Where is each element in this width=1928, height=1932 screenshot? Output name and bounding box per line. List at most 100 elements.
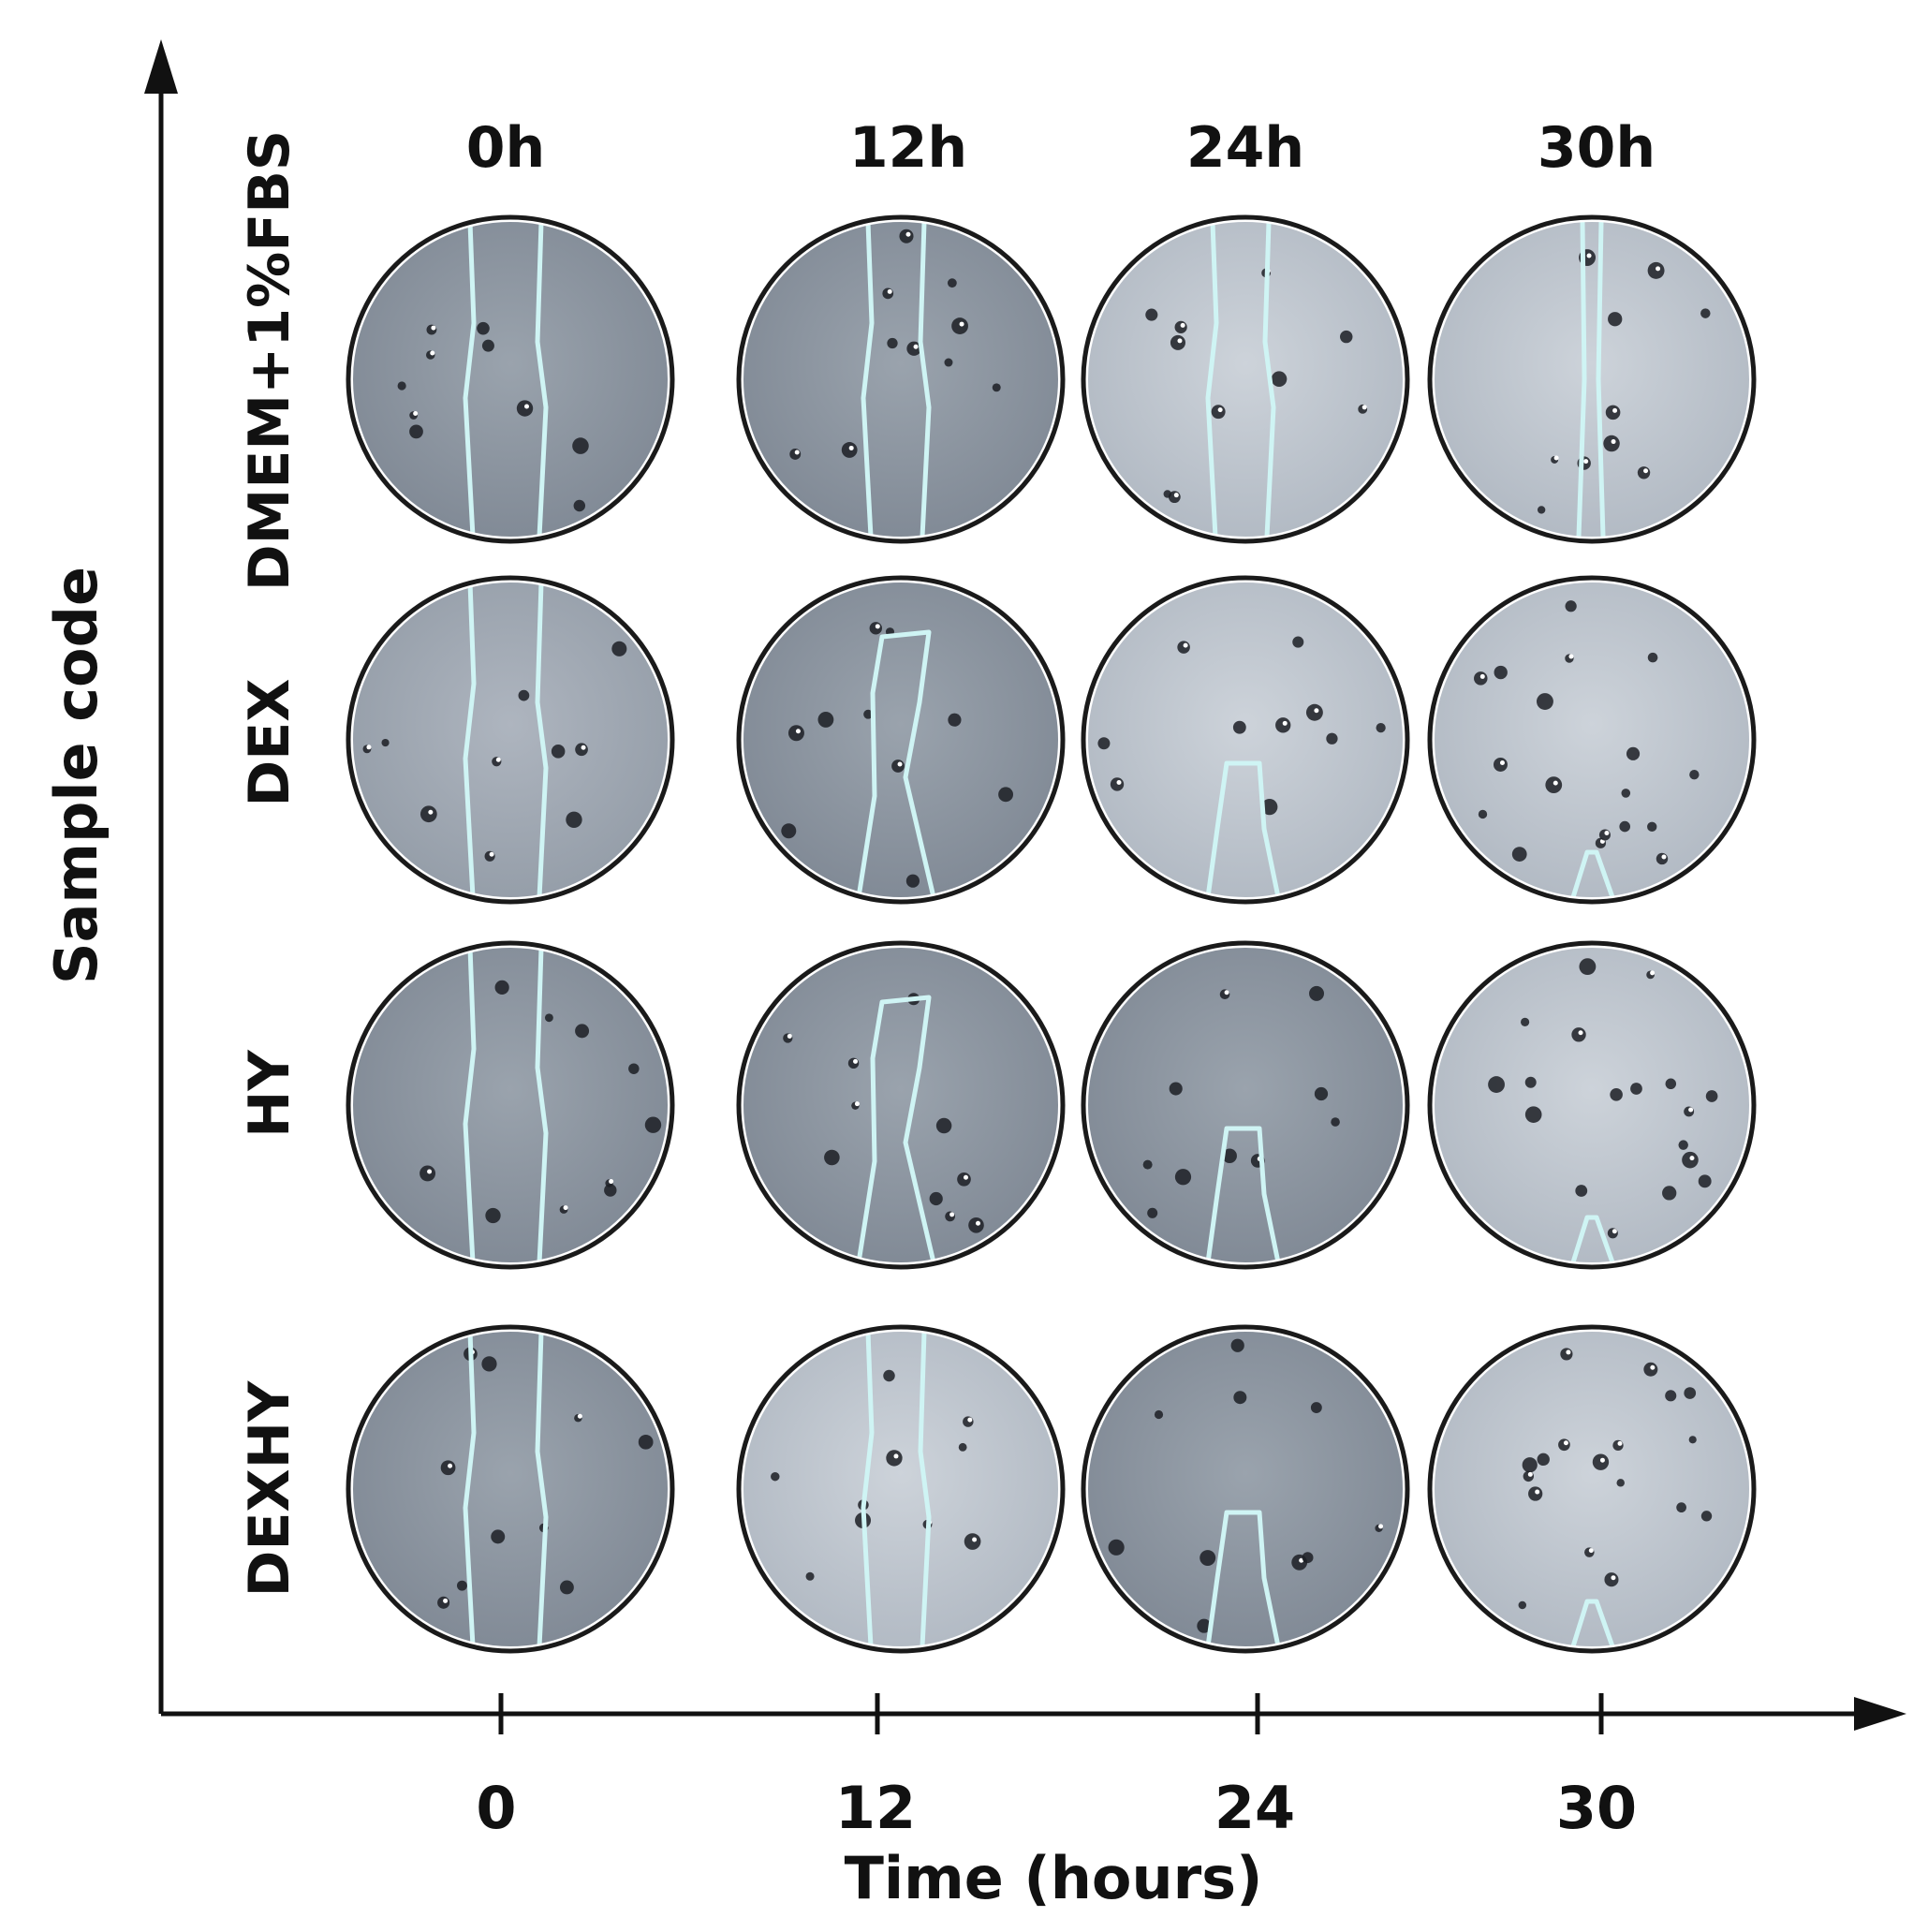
cell-dot <box>1608 312 1623 327</box>
cell-highlight <box>794 450 800 455</box>
cell-highlight <box>1566 1349 1571 1355</box>
well-dexhy-24h <box>1081 1324 1410 1654</box>
cell-highlight <box>1688 1107 1694 1113</box>
wound-outline <box>463 582 549 898</box>
cell-dot <box>1603 435 1620 452</box>
cell-dot <box>381 738 390 747</box>
cell-debris <box>1097 636 1386 816</box>
cell-highlight <box>430 350 435 356</box>
cell-highlight <box>1612 1229 1617 1234</box>
cell-dot <box>611 641 627 656</box>
well-border <box>1427 575 1757 905</box>
well-inner-ring <box>1084 218 1406 540</box>
wound-outline <box>1570 849 1615 898</box>
well-dex-30h <box>1427 575 1757 905</box>
cell-dot <box>1688 1436 1697 1444</box>
wound-outline <box>1570 1215 1615 1263</box>
cell-dot <box>1142 1159 1153 1170</box>
cell-highlight <box>1173 493 1179 498</box>
well-border <box>736 214 1066 544</box>
column-label-30h: 30h <box>1537 115 1656 181</box>
cell-dot <box>1612 1439 1624 1451</box>
cell-dot <box>1621 789 1631 798</box>
well-background <box>1086 1330 1405 1648</box>
cell-dot <box>1610 1088 1623 1101</box>
cell-dot <box>1643 1362 1658 1377</box>
cell-dot <box>998 787 1013 803</box>
cell-dot <box>1518 1600 1527 1610</box>
well-border <box>736 940 1066 1270</box>
cell-dot <box>1705 1090 1718 1102</box>
well-dex-24h <box>1081 575 1410 905</box>
cell-dot <box>397 381 406 391</box>
cell-dot <box>1656 852 1669 865</box>
cell-dot <box>1571 1027 1586 1042</box>
cell-dot <box>1222 1148 1237 1164</box>
cell-highlight <box>443 1598 449 1603</box>
cell-dot <box>575 743 588 757</box>
cell-dot <box>1177 641 1190 654</box>
cell-debris <box>1108 1338 1384 1633</box>
cell-highlight <box>1568 654 1574 659</box>
cell-highlight <box>893 1453 899 1459</box>
well-background <box>1433 220 1751 538</box>
cell-dot <box>644 1116 662 1133</box>
cell-dot <box>1616 1479 1625 1487</box>
cell-dot <box>1326 732 1338 745</box>
wound-outline <box>1205 1510 1281 1647</box>
cell-dot <box>1314 1086 1329 1101</box>
row-label-dexhy: DEXHY <box>237 1380 302 1598</box>
cell-dot <box>1147 1207 1158 1218</box>
well-border <box>1081 1324 1410 1654</box>
well-border <box>736 1324 1066 1654</box>
cell-dot <box>964 1533 981 1550</box>
cell-dot <box>948 713 962 727</box>
cell-dot <box>1478 809 1488 819</box>
cell-highlight <box>1643 468 1649 474</box>
axes-layer <box>144 39 1906 1734</box>
well-background <box>1086 581 1405 899</box>
cell-highlight <box>1604 831 1610 836</box>
wound-outline <box>856 995 936 1263</box>
cell-dot <box>1488 1076 1505 1093</box>
cell-dot <box>951 317 968 334</box>
cell-dot <box>437 1596 450 1609</box>
column-label-0h: 0h <box>465 115 546 181</box>
cell-dot <box>1199 1550 1216 1567</box>
cell-dot <box>1108 1539 1125 1556</box>
cell-dot <box>1605 405 1621 420</box>
cell-dot <box>887 337 898 349</box>
cell-highlight <box>887 288 892 294</box>
cell-dot <box>485 1207 501 1224</box>
cell-highlight <box>1656 266 1661 272</box>
cell-highlight <box>949 1212 955 1217</box>
x-axis-arrowhead <box>1854 1697 1906 1731</box>
well-inner-ring <box>740 944 1062 1266</box>
cell-dot <box>1494 757 1508 772</box>
well-background <box>742 1330 1060 1648</box>
cell-highlight <box>1578 1030 1583 1036</box>
cell-dot <box>886 1450 903 1467</box>
well-background <box>1086 220 1405 538</box>
cell-dot <box>929 1191 943 1206</box>
well-dexhy-12h <box>736 1324 1066 1654</box>
cell-highlight <box>963 1174 968 1180</box>
cell-highlight <box>1282 720 1288 726</box>
x-axis-title: Time (hours) <box>844 1844 1263 1912</box>
cell-debris <box>419 980 662 1224</box>
well-inner-ring <box>1084 579 1406 901</box>
cell-dot <box>481 339 494 352</box>
cell-dot <box>1170 334 1185 350</box>
well-hy-12h <box>736 940 1066 1270</box>
cell-dot <box>1558 1438 1570 1452</box>
cell-dot <box>1261 799 1278 816</box>
well-dmem-1-fbs-24h <box>1081 214 1410 544</box>
cell-dot <box>1197 1618 1212 1633</box>
well-background <box>1433 581 1751 899</box>
cell-highlight <box>913 344 919 349</box>
cell-debris <box>781 622 1013 888</box>
cell-highlight <box>1599 1457 1605 1463</box>
cell-dot <box>1684 1387 1697 1399</box>
well-border <box>1427 940 1757 1270</box>
cell-dot <box>1607 1228 1618 1239</box>
